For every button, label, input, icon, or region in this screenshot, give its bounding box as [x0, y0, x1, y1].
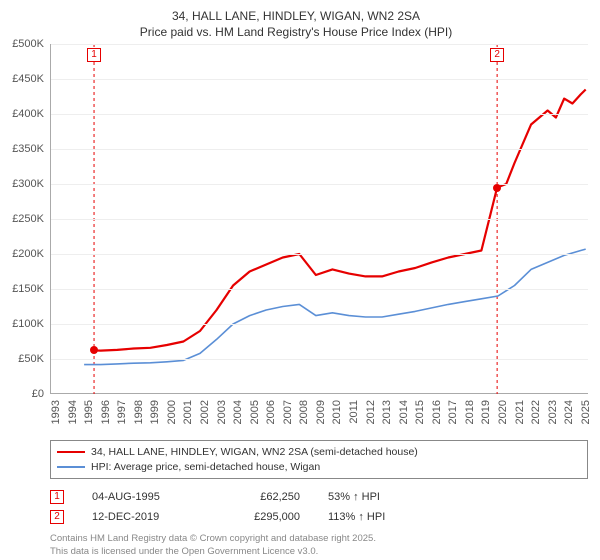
sale-row: 2 12-DEC-2019 £295,000 113% ↑ HPI	[50, 507, 588, 527]
gridline	[51, 184, 588, 185]
x-tick-label: 2013	[381, 400, 393, 424]
legend-box: 34, HALL LANE, HINDLEY, WIGAN, WN2 2SA (…	[50, 440, 588, 479]
sale-row: 1 04-AUG-1995 £62,250 53% ↑ HPI	[50, 487, 588, 507]
y-tick-label: £300K	[12, 178, 44, 190]
x-tick-label: 2015	[414, 400, 426, 424]
x-tick-label: 1997	[116, 400, 128, 424]
sales-table: 1 04-AUG-1995 £62,250 53% ↑ HPI 2 12-DEC-2019…	[50, 487, 588, 527]
x-tick-label: 2004	[232, 400, 244, 424]
x-tick-label: 2000	[166, 400, 178, 424]
x-tick-label: 2009	[315, 400, 327, 424]
y-tick-label: £0	[32, 388, 44, 400]
sale-price: £295,000	[220, 511, 300, 523]
gridline	[51, 254, 588, 255]
x-tick-label: 2008	[298, 400, 310, 424]
footer-line1: Contains HM Land Registry data © Crown c…	[50, 533, 376, 545]
sale-marker-point	[90, 346, 98, 354]
x-tick-label: 2014	[398, 400, 410, 424]
x-tick-label: 2002	[199, 400, 211, 424]
gridline	[51, 114, 588, 115]
x-tick-label: 2005	[249, 400, 261, 424]
sale-marker-point	[493, 184, 501, 192]
x-tick-label: 2023	[547, 400, 559, 424]
x-tick-label: 2016	[431, 400, 443, 424]
x-tick-label: 2020	[497, 400, 509, 424]
legend-row: 34, HALL LANE, HINDLEY, WIGAN, WN2 2SA (…	[57, 445, 581, 460]
footer-line2: This data is licensed under the Open Gov…	[50, 546, 376, 558]
x-tick-label: 2006	[265, 400, 277, 424]
y-tick-label: £150K	[12, 283, 44, 295]
y-tick-label: £350K	[12, 143, 44, 155]
y-tick-label: £400K	[12, 108, 44, 120]
legend-label: HPI: Average price, semi-detached house,…	[91, 460, 320, 475]
sale-row-marker: 2	[50, 510, 64, 524]
gridline	[51, 44, 588, 45]
x-tick-label: 2007	[282, 400, 294, 424]
y-tick-label: £250K	[12, 213, 44, 225]
x-tick-label: 2001	[182, 400, 194, 424]
y-tick-label: £50K	[18, 353, 44, 365]
gridline	[51, 289, 588, 290]
gridline	[51, 79, 588, 80]
footer-attribution: Contains HM Land Registry data © Crown c…	[50, 533, 376, 558]
x-tick-label: 2003	[216, 400, 228, 424]
legend-swatch	[57, 451, 85, 453]
x-tick-label: 2022	[530, 400, 542, 424]
x-tick-label: 2018	[464, 400, 476, 424]
sale-hpi: 53% ↑ HPI	[328, 491, 418, 503]
x-tick-label: 1999	[149, 400, 161, 424]
x-tick-label: 1995	[83, 400, 95, 424]
legend-label: 34, HALL LANE, HINDLEY, WIGAN, WN2 2SA (…	[91, 445, 418, 460]
legend-panel: 34, HALL LANE, HINDLEY, WIGAN, WN2 2SA (…	[50, 440, 588, 527]
x-tick-label: 2011	[348, 400, 360, 424]
x-tick-label: 2025	[580, 400, 592, 424]
sale-date: 12-DEC-2019	[92, 511, 192, 523]
sale-marker-box: 1	[87, 48, 101, 62]
sale-hpi: 113% ↑ HPI	[328, 511, 418, 523]
sale-price: £62,250	[220, 491, 300, 503]
x-tick-label: 1996	[100, 400, 112, 424]
legend-swatch	[57, 466, 85, 468]
x-tick-label: 2012	[365, 400, 377, 424]
gridline	[51, 359, 588, 360]
x-axis: 1993 1994 1995 1996 1997 1998 1999 2000 2001 2002…	[50, 396, 588, 446]
x-tick-label: 2021	[514, 400, 526, 424]
y-axis: £0£50K£100K£150K£200K£250K£300K£350K£400…	[0, 44, 48, 394]
gridline	[51, 324, 588, 325]
series-line	[94, 90, 586, 351]
y-tick-label: £200K	[12, 248, 44, 260]
title-address: 34, HALL LANE, HINDLEY, WIGAN, WN2 2SA	[0, 8, 592, 24]
sale-date: 04-AUG-1995	[92, 491, 192, 503]
gridline	[51, 219, 588, 220]
x-tick-label: 2024	[563, 400, 575, 424]
x-tick-label: 1994	[67, 400, 79, 424]
y-tick-label: £100K	[12, 318, 44, 330]
x-tick-label: 1993	[50, 400, 62, 424]
legend-row: HPI: Average price, semi-detached house,…	[57, 460, 581, 475]
y-tick-label: £450K	[12, 73, 44, 85]
x-tick-label: 2019	[480, 400, 492, 424]
y-tick-label: £500K	[12, 38, 44, 50]
sale-marker-box: 2	[490, 48, 504, 62]
title-subtitle: Price paid vs. HM Land Registry's House …	[0, 24, 592, 40]
chart-container: 34, HALL LANE, HINDLEY, WIGAN, WN2 2SA P…	[0, 0, 600, 560]
x-tick-label: 2010	[331, 400, 343, 424]
sale-row-marker: 1	[50, 490, 64, 504]
gridline	[51, 149, 588, 150]
x-tick-label: 2017	[447, 400, 459, 424]
plot-area: 12	[50, 44, 588, 394]
chart-title: 34, HALL LANE, HINDLEY, WIGAN, WN2 2SA P…	[0, 8, 592, 40]
x-tick-label: 1998	[133, 400, 145, 424]
